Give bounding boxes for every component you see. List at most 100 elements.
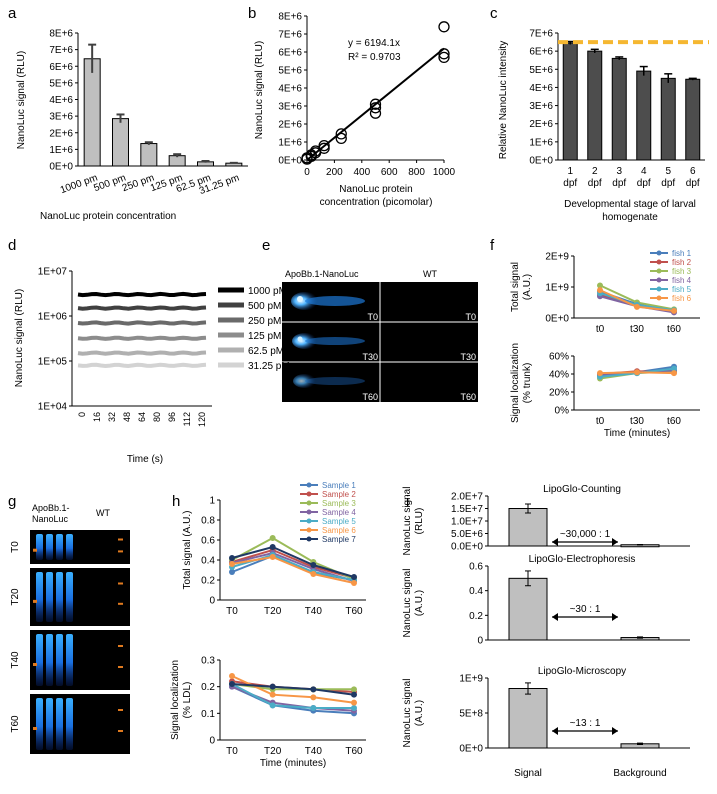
i_2-bar xyxy=(508,577,548,641)
chart-i_2: 0 0.2 0.4 0.6 LipoGlo-Electrophoresis ~30 : 1… xyxy=(402,554,690,647)
h_top-x-tick-label: T0 xyxy=(226,606,238,617)
fish-row-label-1-wt: T0 xyxy=(465,312,476,322)
b-y-tick-label: 8E+6 xyxy=(278,12,302,23)
c-x-unit: dpf xyxy=(612,178,626,189)
gel-row-label: T0 xyxy=(10,541,21,553)
b-point xyxy=(438,21,450,33)
gel-row-label: T60 xyxy=(10,715,21,733)
f_top-point xyxy=(597,287,603,294)
h_bottom-point xyxy=(351,699,357,706)
h_bottom-x-tick-label: T0 xyxy=(226,746,238,757)
h_bottom-x-tick-label: T60 xyxy=(345,746,363,757)
chart-c: 0E+01E+62E+63E+64E+65E+66E+67E+61dpf2dpf… xyxy=(498,29,709,223)
i_3-x-label: Background xyxy=(613,768,666,779)
f_top-legend-label: fish 6 xyxy=(672,294,692,303)
gel-row-T60 xyxy=(30,694,130,754)
c-y-tick-label: 1E+6 xyxy=(529,137,553,148)
gel-lane xyxy=(36,634,43,686)
b-fit-line xyxy=(306,47,445,161)
h_top-x-tick-label: T40 xyxy=(305,606,323,617)
c-ylabel: Relative NanoLuc intensity xyxy=(498,41,509,159)
f_bottom-ylabel-1: Signal localization xyxy=(510,343,521,423)
chart-h_bottom: 0 0.1 0.2 0.3 T0 T20 T40 T60 Time (minutes) Signa… xyxy=(170,656,366,769)
gel-lane xyxy=(56,634,63,686)
c-y-tick-label: 6E+6 xyxy=(529,47,553,58)
b-y-tick-label: 2E+6 xyxy=(278,120,302,131)
panel-letter-i: i xyxy=(406,493,409,510)
f_bottom-y-tick-label: 40% xyxy=(549,370,569,381)
h_bottom-series-line xyxy=(231,683,354,709)
gel-lane xyxy=(46,634,53,686)
a-bar xyxy=(168,155,186,167)
d-y-tick-label: 1E+06 xyxy=(38,312,68,323)
chart-d: 1E+04 1E+05 1E+06 1E+07 0 16 32 48 64 80 96 112 120 1… xyxy=(14,267,290,466)
i_2-ratio-label: ~30 : 1 xyxy=(570,604,601,615)
i_1-arrowhead-left xyxy=(552,538,558,546)
h_top-legend-label: Sample 7 xyxy=(322,535,356,544)
d-series-line xyxy=(77,291,207,298)
h_bottom-point xyxy=(269,702,276,709)
c-x-unit: dpf xyxy=(588,178,602,189)
h_top-legend-label: Sample 4 xyxy=(322,508,356,517)
f_top-legend-label: fish 1 xyxy=(672,249,692,258)
b-point xyxy=(318,142,330,154)
gel-lane xyxy=(36,698,43,750)
gel-row-T20 xyxy=(30,568,130,626)
gel-row-label: T40 xyxy=(10,651,21,669)
h_top-legend-marker xyxy=(306,509,312,515)
gel-lane xyxy=(66,698,73,750)
d-x-tick-label: 112 xyxy=(182,412,192,426)
i_3-y-tick-label: 5E+8 xyxy=(459,709,483,720)
f_top-legend-marker xyxy=(656,277,662,283)
i_3-ylabel-1: NanoLuc signal xyxy=(402,679,413,748)
f_bottom-xlabel: Time (minutes) xyxy=(604,428,670,439)
h_top-point xyxy=(229,569,235,575)
f_top-legend-label: fish 3 xyxy=(672,267,692,276)
b-x-tick-label: 800 xyxy=(408,167,425,178)
d-legend-label: 31.25 pM xyxy=(248,361,290,372)
h_top-series-line xyxy=(231,555,355,584)
f_top-point xyxy=(597,282,603,289)
c-y-tick-label: 7E+6 xyxy=(529,29,553,40)
c-bar xyxy=(660,77,676,161)
a-y-tick-label: 5E+6 xyxy=(49,78,73,89)
f_bottom-x-tick-label: t0 xyxy=(596,416,605,427)
gel-ladder-band xyxy=(118,538,123,541)
i_2-arrowhead-left xyxy=(552,613,558,621)
c-x-label: 5 xyxy=(665,166,671,177)
gel-lane xyxy=(46,572,53,622)
h_top-legend-marker xyxy=(306,482,312,488)
gel-ladder-band xyxy=(118,730,123,732)
chart-a: 0E+01E+62E+63E+64E+65E+66E+67E+68E+61000… xyxy=(16,29,248,222)
b-point xyxy=(335,132,347,145)
c-xlabel-1: Developmental stage of larval xyxy=(564,199,696,210)
h_bottom-point xyxy=(351,691,357,698)
d-x-tick-label: 80 xyxy=(152,412,162,422)
c-bar xyxy=(587,50,603,161)
i_3-y-tick-label: 0E+0 xyxy=(459,744,483,755)
gel-ladder-band xyxy=(118,645,123,647)
d-series-line xyxy=(77,335,207,341)
b-y-tick-label: 6E+6 xyxy=(278,48,302,59)
i_2-arrowhead-right xyxy=(612,613,618,621)
fish-t0 xyxy=(291,292,365,310)
d-x-tick-label: 16 xyxy=(92,412,102,422)
i_3-x-label: Signal xyxy=(514,768,542,779)
gel-lane xyxy=(36,534,43,560)
i_2-ylabel-1: NanoLuc signal xyxy=(402,569,413,638)
gel-row-T0 xyxy=(30,530,130,564)
c-bar xyxy=(611,57,627,161)
d-y-tick-label: 1E+07 xyxy=(38,267,68,278)
d-x-tick-label: 48 xyxy=(122,412,132,422)
h_bottom-y-tick-label: 0.3 xyxy=(201,656,215,667)
d-x-tick-label: 120 xyxy=(197,412,207,427)
h_bottom-x-tick-label: T20 xyxy=(264,746,282,757)
a-y-tick-label: 2E+6 xyxy=(49,128,73,139)
c-x-label: 1 xyxy=(567,166,573,177)
panel-letter-e: e xyxy=(262,237,270,254)
b-x-tick-label: 200 xyxy=(326,167,343,178)
i_1-y-tick-label: 1.5E+7 xyxy=(451,504,483,515)
panel-letter-c: c xyxy=(490,5,498,22)
c-bar xyxy=(636,70,652,161)
